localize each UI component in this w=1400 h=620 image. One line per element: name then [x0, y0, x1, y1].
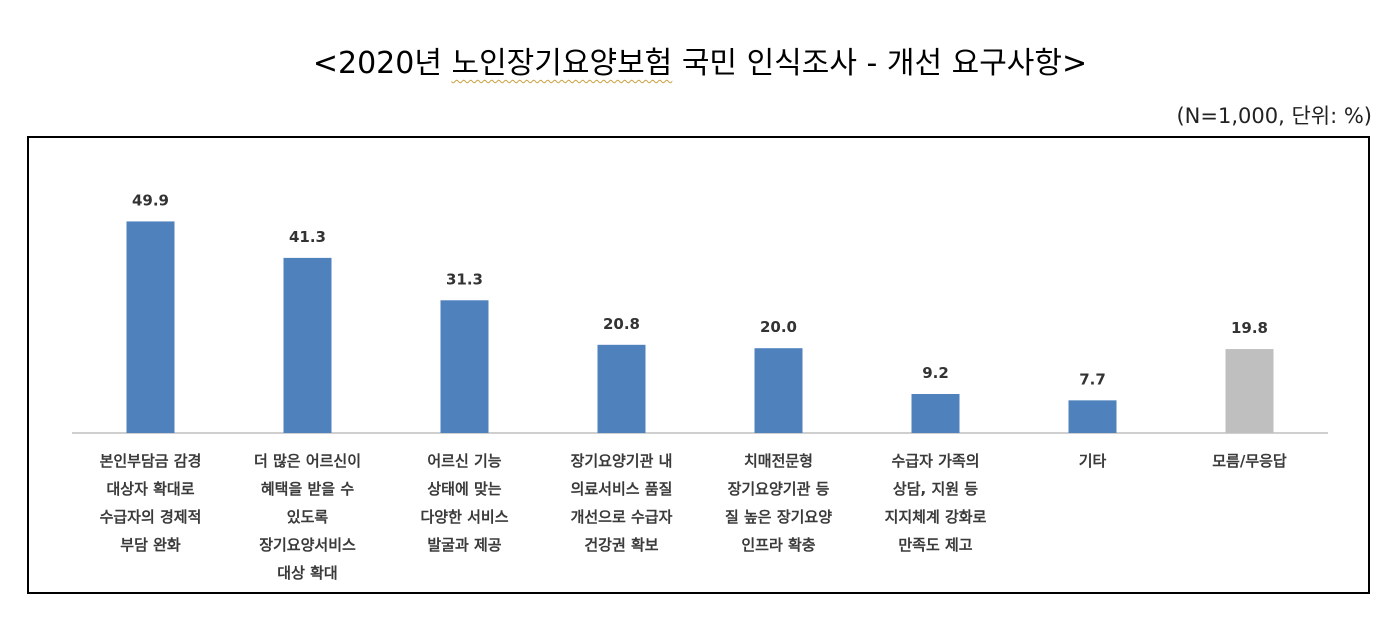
data-label-5: 20.0: [760, 318, 797, 336]
data-label-6: 9.2: [922, 364, 949, 382]
category-label-line: 대상 확대: [277, 564, 337, 582]
bar-8: [1225, 349, 1274, 433]
category-label-line: 건강권 확보: [584, 536, 658, 554]
category-label-7: 기타: [1079, 452, 1107, 470]
bar-5: [754, 348, 803, 433]
bar-6: [911, 393, 960, 433]
data-label-3: 31.3: [446, 270, 483, 288]
category-label-line: 의료서비스 품질: [571, 480, 673, 498]
category-label-line: 장기요양서비스: [259, 536, 356, 554]
category-label-line: 부담 완화: [120, 536, 181, 554]
category-label-line: 질 높은 장기요양: [725, 508, 832, 526]
data-label-7: 7.7: [1079, 370, 1106, 388]
category-label-line: 혜택을 받을 수: [261, 480, 354, 498]
category-label-line: 있도록: [287, 508, 329, 526]
sample-unit-note: (N=1,000, 단위: %): [1176, 104, 1372, 128]
chart-frame: [27, 136, 1370, 594]
category-label-line: 장기요양기관 등: [728, 480, 830, 498]
data-label-1: 49.9: [132, 191, 169, 209]
bar-2: [283, 257, 332, 433]
category-label-line: 장기요양기관 내: [571, 452, 673, 470]
chart-title: <2020년 노인장기요양보험 국민 인식조사 - 개선 요구사항>: [0, 38, 1400, 82]
category-label-8: 모름/무응답: [1212, 452, 1287, 470]
bar-3: [440, 300, 489, 433]
bar-1: [126, 221, 175, 433]
category-label-line: 상태에 맞는: [427, 480, 501, 498]
category-label-line: 더 많은 어르신이: [254, 452, 361, 470]
category-label-line: 수급자 가족의: [891, 452, 979, 470]
title-prefix: <2020년: [312, 46, 452, 81]
category-label-line: 본인부담금 감경: [100, 452, 202, 470]
category-label-line: 수급자의 경제적: [100, 508, 202, 526]
category-label-line: 대상자 확대로: [106, 480, 194, 498]
bar-7: [1068, 400, 1117, 433]
category-label-line: 개선으로 수급자: [571, 508, 673, 526]
category-label-line: 만족도 제고: [898, 536, 972, 554]
title-suffix: 국민 인식조사 - 개선 요구사항>: [672, 46, 1088, 81]
category-label-line: 인프라 확충: [741, 536, 815, 554]
category-label-line: 상담, 지원 등: [893, 480, 978, 498]
category-label-line: 지지체계 강화로: [885, 508, 987, 526]
category-label-line: 다양한 서비스: [420, 508, 508, 526]
category-label-line: 모름/무응답: [1212, 452, 1287, 470]
category-label-line: 발굴과 제공: [427, 536, 501, 554]
bar-4: [597, 344, 646, 433]
data-label-4: 20.8: [603, 315, 640, 333]
category-label-line: 어르신 기능: [427, 452, 501, 470]
title-underlined: 노인장기요양보험: [451, 46, 673, 81]
category-label-line: 치매전문형: [744, 452, 813, 470]
category-label-line: 기타: [1079, 452, 1107, 470]
data-label-8: 19.8: [1231, 319, 1268, 337]
data-label-2: 41.3: [289, 228, 326, 246]
